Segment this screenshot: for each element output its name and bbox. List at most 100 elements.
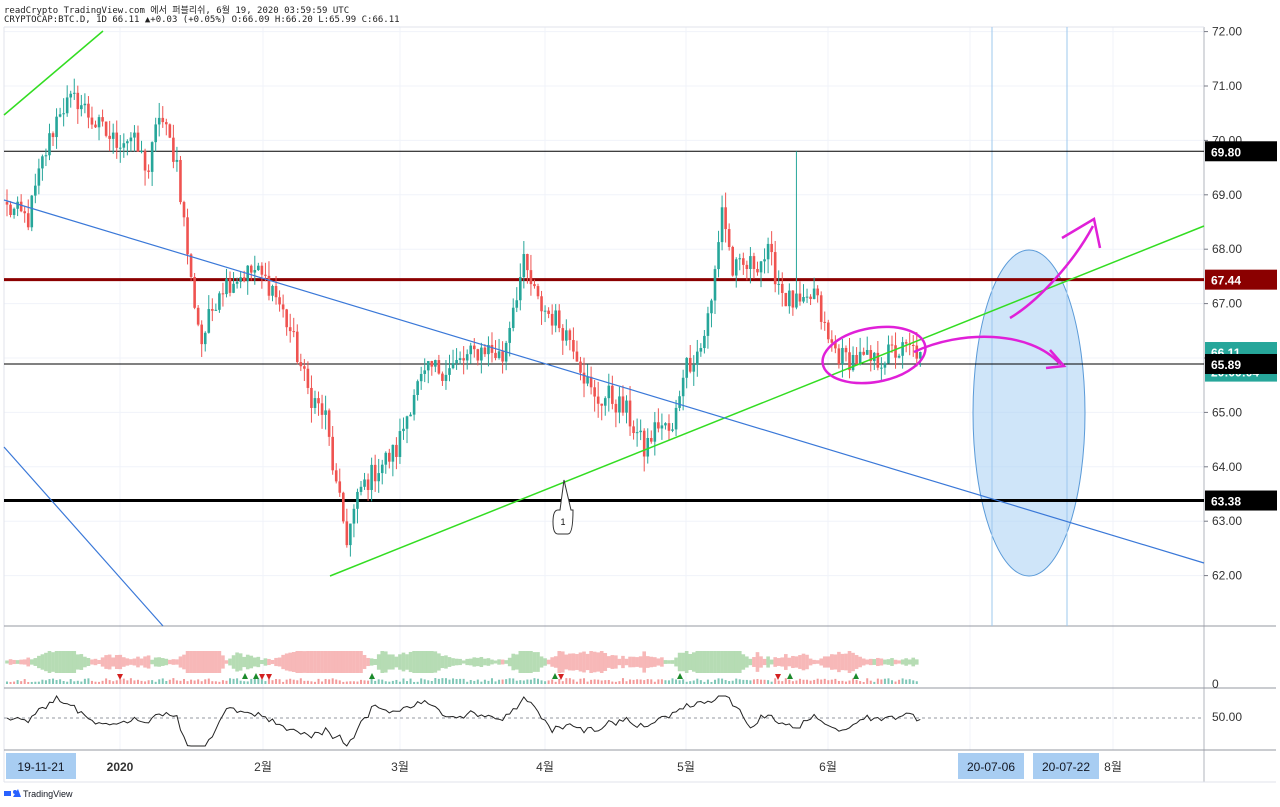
candle-body [150,142,154,172]
oscillator-bubble [755,652,760,672]
y-tick-label: 71.00 [1212,79,1242,93]
oscillator-bubble [539,656,544,668]
oscillator-bubble [840,653,845,671]
oscillator-volume-bar [480,681,483,684]
candle-body [579,361,582,373]
candle-body [327,410,331,437]
oscillator-volume-bar [526,679,529,684]
rsi-panel [4,695,1204,747]
candle-body [511,307,515,328]
oscillator-bubble [430,651,434,673]
candle-body [267,275,271,296]
candle-body [65,97,69,114]
candle-body [533,284,536,287]
oscillator-volume-bar [827,680,830,684]
oscillator-volume-bar [52,678,55,684]
candle-body [550,313,554,326]
candle-body [157,117,161,125]
candle-body [179,159,182,203]
oscillator-bubble [727,651,731,673]
oscillator-volume-bar [604,680,607,684]
oscillator-bubble [631,656,636,668]
oscillator-volume-bar [76,680,79,684]
oscillator-bubble [8,659,13,665]
oscillator-volume-bar [912,680,915,684]
date-tag [6,753,76,779]
candle-body [9,204,12,215]
oscillator-volume-bar [62,681,65,684]
oscillator-volume-bar [151,680,154,684]
candle-body [211,309,214,311]
up-arrow-head [1061,217,1102,249]
oscillator-bubble [653,657,657,667]
oscillator-bubble [355,651,360,673]
oscillator-volume-bar [784,678,787,684]
candle-body [409,414,412,417]
candle-body [671,429,674,431]
oscillator-volume-bar [667,680,670,684]
oscillator-bubble [822,656,827,668]
oscillator-volume-bar [469,679,472,684]
oscillator-volume-bar [246,681,249,684]
oscillator-volume-bar [147,680,150,684]
candle-body [628,400,632,427]
x-tick-label: 6월 [819,760,837,774]
oscillator-volume-bar [349,681,352,684]
oscillator-volume-bar [462,678,465,684]
oscillator-bubble [752,657,756,667]
oscillator-bubble [723,651,728,673]
oscillator-volume-bar [335,679,338,684]
oscillator-bubble [674,657,678,667]
candle-body [490,344,494,353]
oscillator-volume-bar [901,678,904,684]
oscillator-bubble [472,657,477,667]
oscillator-bubble [104,655,108,669]
oscillator-volume-bar [823,678,826,684]
candle-body [239,277,242,282]
oscillator-volume-bar [774,678,777,684]
oscillator-volume-bar [179,680,182,684]
candle-body [416,381,419,395]
candle-body [788,290,791,307]
oscillator-volume-bar [136,679,139,684]
oscillator-volume-bar [600,680,603,684]
oscillator-bubble [868,658,873,666]
oscillator-bubble [323,651,328,673]
oscillator-bubble [253,657,257,667]
candle-body [646,437,650,457]
oscillator-bubble [58,651,62,673]
candle-body [225,278,228,295]
oscillator-bubble [15,660,20,664]
date-tag-label: 19-11-21 [17,760,64,774]
oscillator-volume-bar [420,678,423,684]
oscillator-bubble [490,659,494,665]
candle-body [759,261,763,273]
candle-body [380,464,384,474]
oscillator-bubble [65,651,69,673]
oscillator-bubble [111,657,115,667]
oscillator-bubble [256,656,261,668]
oscillator-volume-bar [437,678,440,684]
candle-body [37,168,41,186]
oscillator-volume-bar [583,678,586,684]
buy-signal-marker [853,673,859,679]
oscillator-volume-bar [260,679,263,684]
candle-body [841,347,844,365]
candle-body [377,473,380,482]
oscillator-volume-bar [13,681,16,684]
oscillator-volume-bar [572,679,575,684]
oscillator-volume-bar [133,680,136,684]
candle-body [830,339,834,343]
oscillator-volume-bar [767,680,770,684]
candle-body [526,254,529,271]
candle-body [635,432,639,434]
oscillator-bubble [854,655,859,669]
oscillator-bubble [359,651,363,673]
oscillator-volume-bar [115,680,118,684]
candle-body [462,358,465,361]
candle-body [522,254,526,278]
oscillator-bubble [447,657,452,667]
oscillator-volume-bar [512,678,515,684]
oscillator-bubble [844,653,848,671]
